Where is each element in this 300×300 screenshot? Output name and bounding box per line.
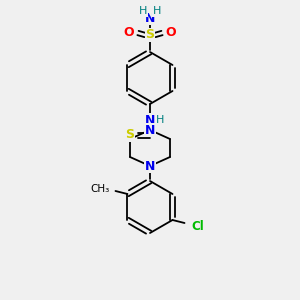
Text: N: N [145, 113, 155, 127]
Text: O: O [166, 26, 176, 40]
Text: Cl: Cl [191, 220, 204, 232]
Text: N: N [145, 11, 155, 25]
Text: S: S [146, 28, 154, 41]
Text: H: H [139, 6, 147, 16]
Text: O: O [124, 26, 134, 40]
Text: CH₃: CH₃ [90, 184, 110, 194]
Text: N: N [145, 124, 155, 136]
Text: H: H [153, 6, 161, 16]
Text: N: N [145, 160, 155, 172]
Text: H: H [156, 115, 164, 125]
Text: S: S [125, 128, 134, 142]
